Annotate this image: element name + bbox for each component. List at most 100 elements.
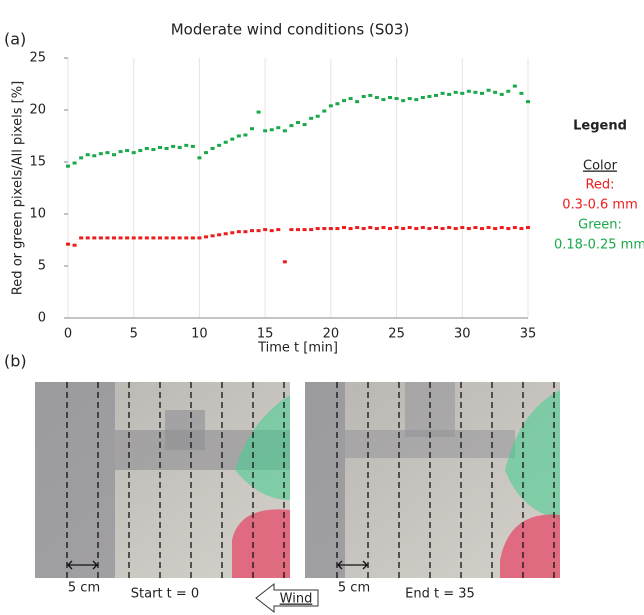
point	[368, 93, 373, 97]
point	[512, 226, 517, 230]
point	[131, 151, 136, 155]
point	[348, 97, 353, 101]
point	[374, 227, 379, 231]
legend-detail: 0.18-0.25 mm	[554, 238, 644, 253]
point	[302, 228, 307, 232]
point	[282, 260, 287, 264]
chart-title: Moderate wind conditions (S03)	[171, 21, 410, 39]
point	[447, 92, 452, 96]
point	[401, 99, 406, 103]
point	[447, 226, 452, 230]
panel-label: (b)	[4, 352, 27, 371]
point	[112, 153, 116, 157]
point	[466, 89, 471, 93]
point	[164, 146, 169, 150]
scale-label: 5 cm	[338, 581, 370, 596]
point	[190, 144, 195, 148]
panel-label: (a)	[4, 30, 26, 49]
point	[85, 236, 90, 240]
point	[210, 234, 215, 238]
y-tick-label: 25	[29, 51, 46, 66]
point	[250, 127, 254, 131]
point	[335, 102, 340, 106]
point	[361, 94, 366, 98]
point	[158, 145, 162, 149]
y-axis-label: Red or green pixels/All pixels [%]	[11, 81, 26, 295]
point	[177, 145, 182, 149]
point	[414, 227, 419, 231]
point	[289, 228, 294, 232]
point	[125, 236, 130, 240]
point	[355, 100, 360, 104]
point	[269, 229, 274, 233]
point	[184, 236, 189, 240]
point	[171, 144, 176, 148]
point	[499, 92, 504, 96]
x-tick-label: 25	[388, 327, 405, 342]
point	[315, 227, 320, 231]
point	[493, 90, 498, 94]
point	[177, 236, 182, 240]
legend-entry: Green:	[578, 218, 622, 233]
y-tick-label: 20	[29, 103, 46, 118]
point	[98, 152, 103, 156]
point	[236, 230, 241, 234]
point	[394, 226, 399, 230]
x-tick-label: 15	[257, 327, 274, 342]
point	[466, 227, 471, 231]
point	[66, 164, 70, 168]
legend-entry: Red:	[585, 178, 614, 193]
point	[256, 110, 261, 114]
point	[217, 233, 222, 237]
point	[388, 96, 392, 100]
point	[158, 236, 162, 240]
dashed-lines	[66, 382, 555, 578]
point	[263, 228, 268, 232]
point	[486, 226, 491, 230]
point	[79, 236, 84, 240]
point	[420, 226, 425, 230]
caption: End t = 35	[405, 587, 475, 602]
point	[230, 137, 235, 141]
point	[85, 153, 90, 157]
point	[210, 146, 215, 150]
point	[92, 154, 97, 158]
point	[440, 227, 445, 231]
point	[335, 227, 340, 231]
point	[434, 226, 438, 230]
y-tick-label: 10	[29, 207, 46, 222]
point	[250, 229, 254, 233]
point	[243, 133, 248, 137]
point	[190, 236, 195, 240]
point	[315, 114, 320, 118]
point	[138, 236, 143, 240]
point	[230, 231, 235, 235]
legend-title: Legend	[573, 119, 627, 134]
point	[368, 226, 373, 230]
point	[184, 143, 189, 147]
point	[401, 227, 406, 231]
point	[151, 236, 156, 240]
legend-subtitle: Color	[583, 159, 618, 174]
point	[506, 227, 511, 231]
point	[361, 227, 366, 231]
x-tick-label: 20	[323, 327, 340, 342]
x-tick-label: 35	[520, 327, 537, 342]
point	[223, 232, 228, 236]
point	[92, 236, 97, 240]
point	[144, 236, 149, 240]
point	[519, 91, 524, 95]
x-tick-label: 30	[454, 327, 471, 342]
point	[427, 94, 432, 98]
point	[473, 226, 478, 230]
point	[486, 88, 491, 92]
legend-detail: 0.3-0.6 mm	[562, 198, 638, 213]
scale-arrows	[67, 560, 368, 570]
point	[79, 156, 84, 160]
point	[125, 149, 130, 153]
point	[243, 230, 248, 234]
point	[526, 226, 530, 230]
scale-label: 5 cm	[68, 581, 100, 596]
point	[512, 84, 517, 88]
